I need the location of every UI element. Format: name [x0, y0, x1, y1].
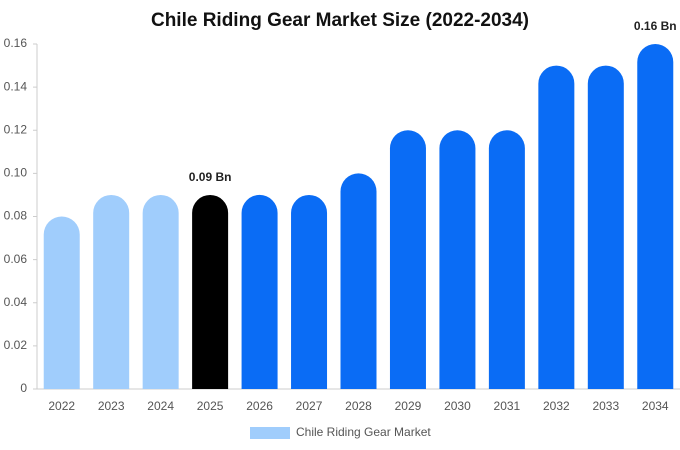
y-tick-label: 0.06: [4, 252, 28, 266]
bar: [389, 130, 426, 390]
y-tick-label: 0.08: [4, 209, 28, 223]
x-tick-label: 2026: [246, 399, 273, 413]
x-tick-label: 2029: [395, 399, 422, 413]
y-tick-label: 0.16: [4, 36, 28, 50]
bar: [340, 173, 377, 389]
legend-swatch: [250, 427, 290, 439]
x-tick-label: 2034: [642, 399, 669, 413]
bar: [488, 130, 525, 389]
bar: [291, 194, 328, 389]
x-tick-label: 2022: [48, 399, 75, 413]
x-tick-label: 2023: [98, 399, 125, 413]
bar: [587, 65, 624, 389]
x-tick-label: 2032: [543, 399, 570, 413]
x-tick-label: 2033: [592, 399, 619, 413]
bar: [637, 44, 674, 389]
bar: [241, 194, 278, 389]
y-tick-label: 0.02: [4, 338, 28, 352]
bar: [93, 194, 130, 389]
bar: [43, 216, 80, 389]
bar: [538, 65, 575, 389]
y-tick-label: 0.12: [4, 122, 28, 136]
bar: [192, 194, 229, 389]
data-label: 0.09 Bn: [189, 170, 232, 184]
y-tick-label: 0.04: [4, 295, 28, 309]
data-label: 0.16 Bn: [634, 19, 677, 33]
x-tick-label: 2027: [296, 399, 323, 413]
x-tick-label: 2028: [345, 399, 372, 413]
x-tick-label: 2030: [444, 399, 471, 413]
y-tick-label: 0: [20, 381, 27, 395]
legend-label: Chile Riding Gear Market: [296, 425, 431, 439]
chart-title: Chile Riding Gear Market Size (2022-2034…: [151, 10, 529, 31]
y-tick-label: 0.14: [4, 79, 28, 93]
y-tick-label: 0.10: [4, 166, 28, 180]
x-tick-label: 2025: [197, 399, 224, 413]
bar: [439, 130, 476, 390]
x-tick-label: 2024: [147, 399, 174, 413]
x-tick-label: 2031: [494, 399, 521, 413]
bar: [142, 194, 179, 389]
